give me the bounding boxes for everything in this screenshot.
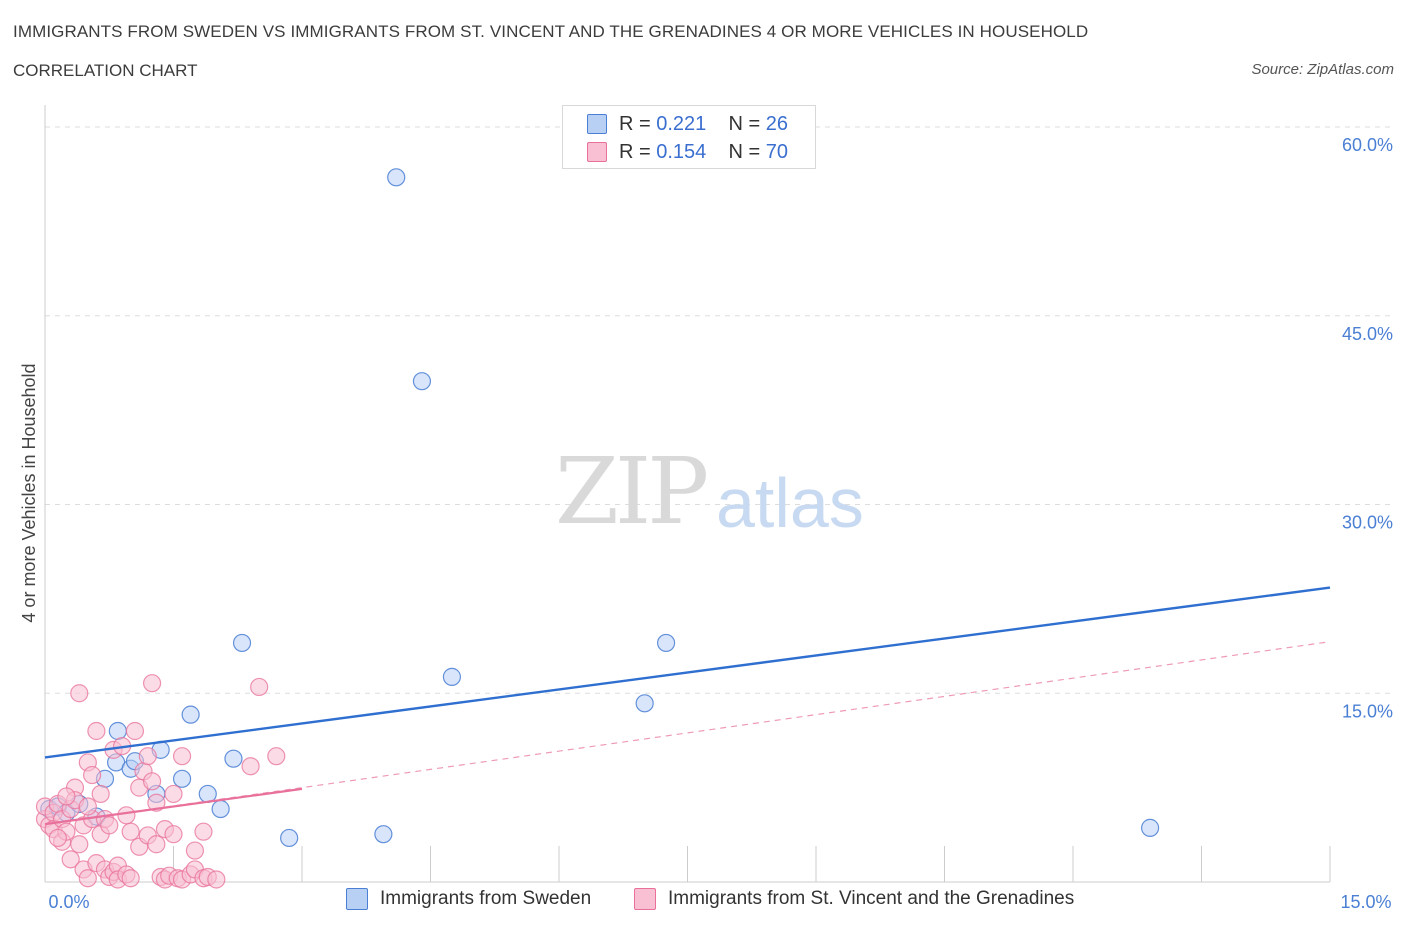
vincent-point <box>142 772 162 791</box>
vincent-point <box>267 747 286 766</box>
sweden-trend-line <box>44 586 1331 759</box>
chart-subtitle: CORRELATION CHART <box>13 61 198 80</box>
legend-n-label: N = <box>728 140 761 163</box>
vincent-point <box>241 757 260 776</box>
legend-r-value-vincent: 0.154 <box>656 140 707 163</box>
vincent-point <box>117 806 136 825</box>
vincent-point <box>78 869 97 888</box>
legend-n-label: N = <box>728 112 761 135</box>
sweden-point <box>211 799 230 819</box>
vincent-point <box>194 822 213 841</box>
legend-r-label: R = <box>619 112 651 135</box>
vincent-point <box>142 674 162 693</box>
vincent-trend-dashed <box>44 641 1331 825</box>
axes: 15.0% 30.0% 45.0% 60.0% 0.0% 15.0% <box>44 105 1393 912</box>
vincent-point <box>70 684 89 703</box>
vincent-point <box>164 784 183 804</box>
vincent-point <box>185 841 205 860</box>
sweden-point <box>387 168 406 187</box>
trend-lines <box>44 586 1331 826</box>
sweden-point <box>442 667 462 686</box>
sweden-point <box>656 633 676 653</box>
vincent-point <box>87 721 106 741</box>
vincent-point <box>250 677 269 697</box>
legend-row-vincent: R = 0.154 N = 70 <box>587 140 788 164</box>
legend-r-label: R = <box>619 140 651 163</box>
legend-r-value-sweden: 0.221 <box>656 112 707 135</box>
sweden-point <box>232 633 252 653</box>
legend-swatch-vincent <box>587 142 607 162</box>
bottom-legend-swatch-vincent <box>634 888 656 910</box>
legend-n-value-vincent: 70 <box>765 140 789 163</box>
bottom-legend-sweden: Immigrants from Sweden <box>346 888 591 910</box>
y-axis-label: 4 or more Vehicles in Household <box>19 363 39 622</box>
chart-title: IMMIGRANTS FROM SWEDEN VS IMMIGRANTS FRO… <box>13 22 1089 41</box>
svg-vincent-points <box>35 674 286 889</box>
sweden-point <box>374 825 393 844</box>
vincent-point <box>121 822 140 841</box>
bottom-legend-vincent: Immigrants from St. Vincent and the Gren… <box>634 888 1074 910</box>
y-tick-label: 15.0% <box>1342 701 1393 721</box>
bottom-legend-swatch-sweden <box>346 888 368 910</box>
sweden-point <box>224 749 243 768</box>
legend-swatch-sweden <box>587 114 607 134</box>
watermark-atlas: atlas <box>716 464 864 542</box>
vincent-point <box>164 825 183 844</box>
vincent-point <box>91 784 110 804</box>
y-tick-label: 30.0% <box>1342 513 1393 533</box>
x-tick-label: 0.0% <box>48 892 89 912</box>
y-tick-label: 60.0% <box>1342 135 1393 155</box>
vincent-point <box>83 765 102 785</box>
x-tick-label: 15.0% <box>1340 892 1391 912</box>
sweden-point <box>181 705 200 724</box>
vincent-point <box>138 747 157 766</box>
vincent-point <box>78 797 97 816</box>
vincent-point <box>100 816 119 835</box>
vincent-trend-line <box>44 787 303 826</box>
legend-n-value-sweden: 26 <box>765 112 789 135</box>
sweden-point <box>412 372 432 391</box>
bottom-legend-label-vincent: Immigrants from St. Vincent and the Gren… <box>668 888 1075 909</box>
vincent-point <box>207 870 226 889</box>
sweden-point <box>172 769 192 788</box>
source-label: Source: ZipAtlas.com <box>1251 61 1394 78</box>
grid-lines <box>45 126 1395 694</box>
watermark: ZIP atlas <box>555 438 864 545</box>
y-tick-label: 45.0% <box>1342 324 1393 344</box>
vincent-point <box>57 787 76 806</box>
vincent-point <box>121 869 140 888</box>
vincent-point <box>70 835 89 854</box>
vincent-point <box>48 828 67 848</box>
vincent-point <box>61 850 80 869</box>
bottom-legend-label-sweden: Immigrants from Sweden <box>380 888 592 909</box>
legend-row-sweden: R = 0.221 N = 26 <box>587 112 788 136</box>
vincent-point <box>147 793 166 812</box>
watermark-zip: ZIP <box>555 438 706 545</box>
vincent-point <box>125 721 145 741</box>
vincent-point <box>172 747 192 766</box>
stats-legend: R = 0.221 N = 26 R = 0.154 N = 70 <box>562 105 816 169</box>
sweden-point <box>635 694 654 713</box>
vincent-point <box>147 835 166 854</box>
sweden-point <box>1140 818 1160 837</box>
sweden-point <box>108 721 127 741</box>
sweden-point <box>280 828 299 848</box>
